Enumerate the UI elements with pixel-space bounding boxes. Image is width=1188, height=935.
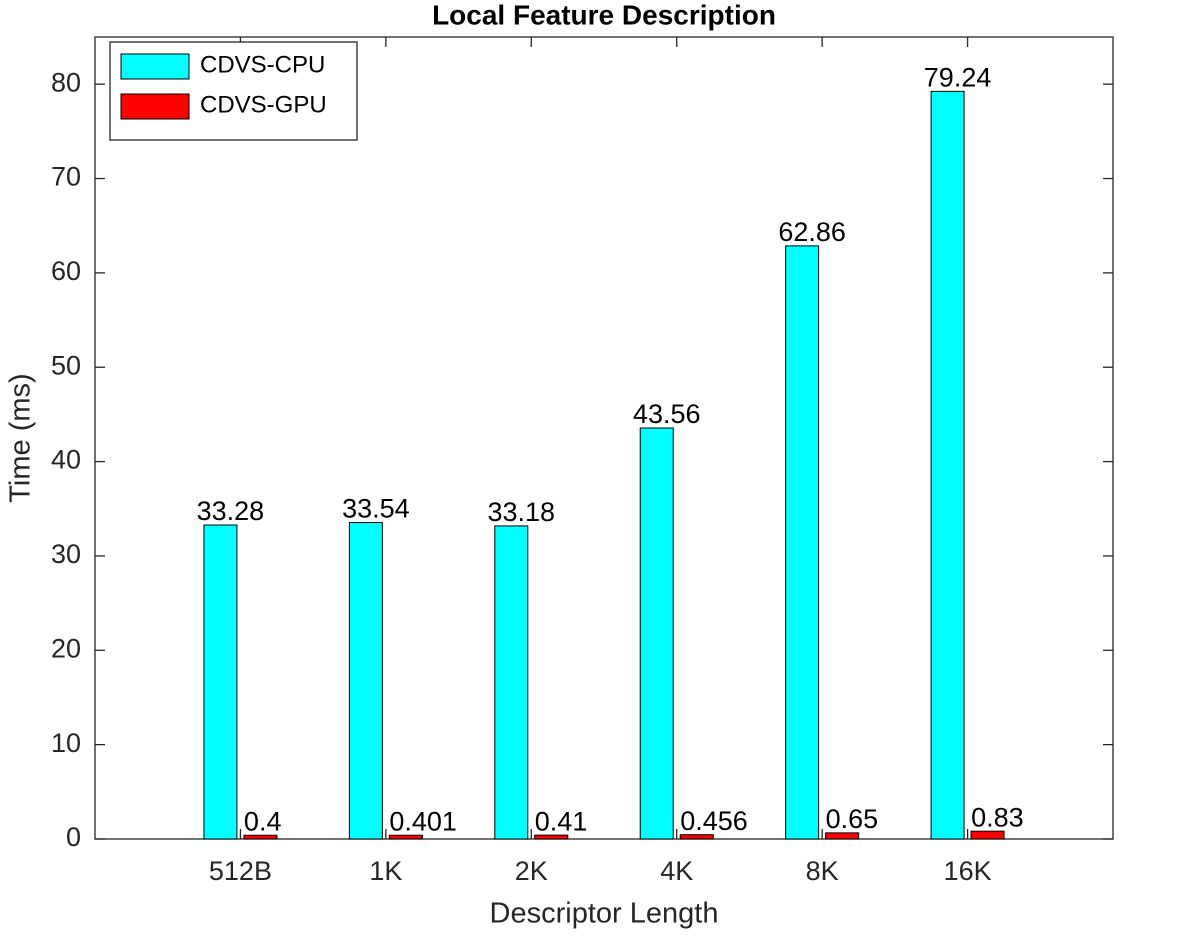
value-label: 0.4 <box>244 806 282 836</box>
bar <box>534 834 569 840</box>
value-label: 33.28 <box>197 496 265 526</box>
bar <box>825 832 860 840</box>
legend-swatch <box>120 53 190 80</box>
value-label: 0.41 <box>535 806 588 836</box>
x-tick-label: 8K <box>806 856 839 886</box>
x-tick-label: 512B <box>209 856 272 886</box>
x-axis-label: Descriptor Length <box>490 898 719 930</box>
y-tick-label: 30 <box>51 539 81 569</box>
y-tick-label: 0 <box>66 822 81 852</box>
bar <box>785 245 820 840</box>
value-label: 0.456 <box>680 806 748 836</box>
bar <box>970 830 1005 840</box>
y-tick-label: 60 <box>51 256 81 286</box>
bar <box>679 834 714 840</box>
bar <box>494 525 529 840</box>
bar <box>203 524 238 840</box>
x-tick-label: 1K <box>369 856 402 886</box>
x-tick-label: 16K <box>944 856 992 886</box>
bar <box>639 427 674 840</box>
y-tick-label: 80 <box>51 67 81 97</box>
y-axis-label: Time (ms) <box>5 373 37 502</box>
legend-label: CDVS-CPU <box>200 51 325 78</box>
bar <box>930 90 965 840</box>
legend-swatch <box>120 93 190 120</box>
value-label: 0.401 <box>389 806 457 836</box>
value-label: 79.24 <box>924 62 992 92</box>
y-tick-label: 50 <box>51 350 81 380</box>
value-label: 43.56 <box>633 399 701 429</box>
value-label: 0.65 <box>826 804 879 834</box>
chart-title: Local Feature Description <box>432 0 776 30</box>
y-tick-label: 10 <box>51 728 81 758</box>
y-tick-label: 20 <box>51 633 81 663</box>
value-label: 0.83 <box>971 802 1024 832</box>
legend-label: CDVS-GPU <box>200 91 327 118</box>
value-label: 33.18 <box>487 497 555 527</box>
bar <box>388 834 423 840</box>
y-tick-label: 40 <box>51 445 81 475</box>
bar <box>243 834 278 840</box>
value-label: 33.54 <box>342 494 410 524</box>
x-tick-label: 2K <box>515 856 548 886</box>
y-tick-label: 70 <box>51 162 81 192</box>
bar <box>348 522 383 840</box>
x-tick-label: 4K <box>660 856 693 886</box>
value-label: 62.86 <box>778 217 846 247</box>
